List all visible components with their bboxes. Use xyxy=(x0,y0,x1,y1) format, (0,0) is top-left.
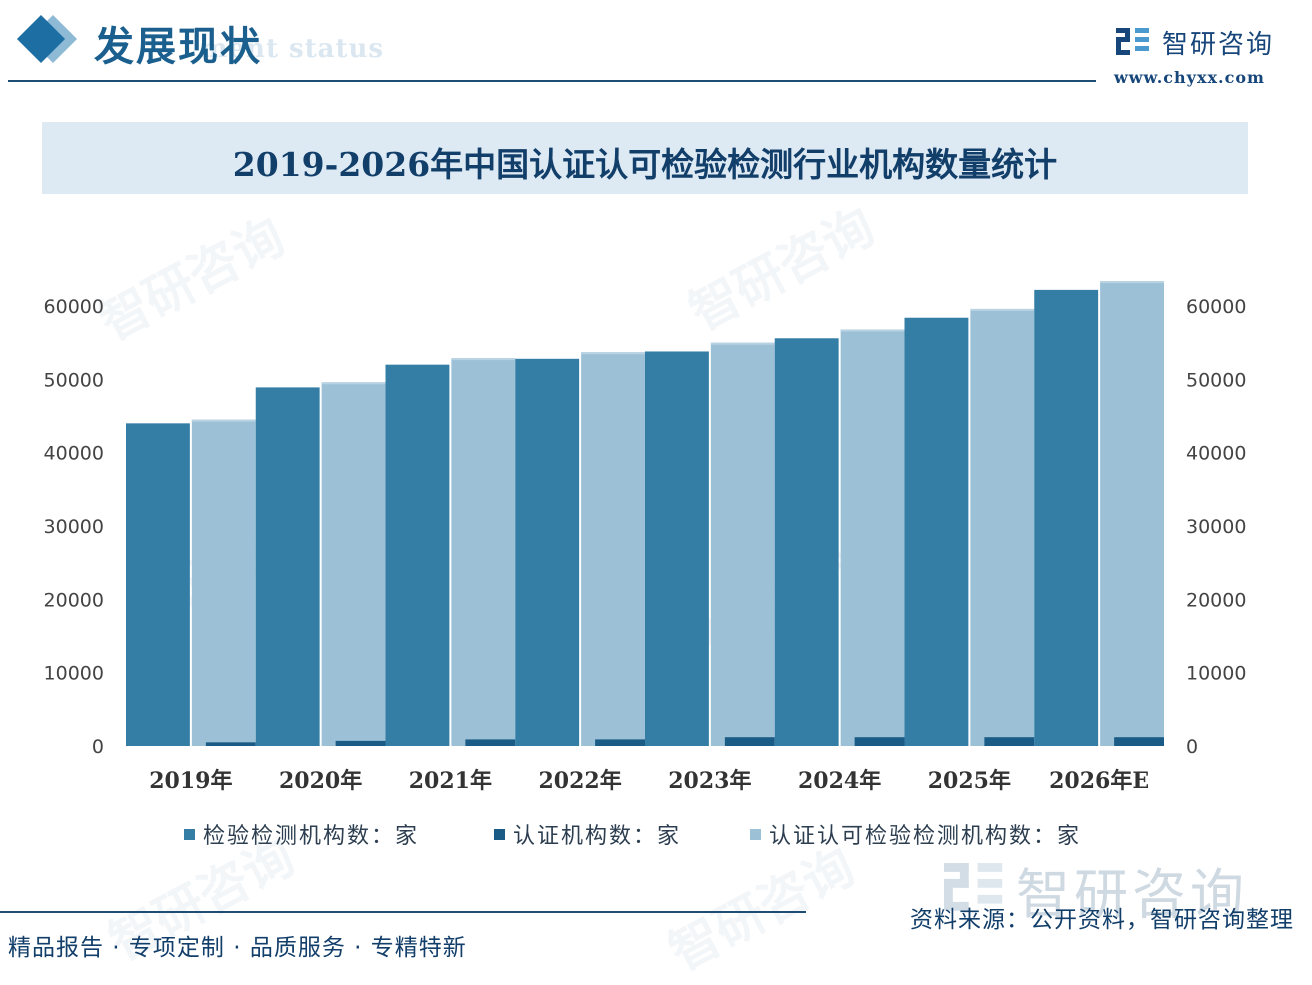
x-tick-label: 2026年E xyxy=(1049,768,1149,794)
x-tick-label: 2019年 xyxy=(149,768,232,794)
legend-item-testing: 检验检测机构数：家 xyxy=(184,818,419,850)
y-tick-label-left: 30000 xyxy=(44,516,104,538)
bar-testing-0 xyxy=(126,423,190,746)
legend-label-certification: 认证机构数：家 xyxy=(513,824,682,849)
watermark: 智研咨询 xyxy=(659,836,864,983)
legend-swatch-testing xyxy=(184,828,195,840)
chyxx-logo-icon xyxy=(1116,28,1149,55)
y-tick-label-left: 20000 xyxy=(44,589,104,611)
bar-total-2 xyxy=(451,358,516,746)
bar-total-top-0 xyxy=(191,419,256,422)
chart-title-band xyxy=(42,122,1248,194)
legend-swatch-certification xyxy=(494,828,505,840)
section-title: 发展现状 xyxy=(94,23,262,70)
y-tick-label-left: 40000 xyxy=(44,443,104,465)
bar-total-0 xyxy=(191,419,256,746)
x-tick-label: 2023年 xyxy=(668,768,751,794)
bar-total-top-3 xyxy=(581,352,645,355)
y-tick-label-right: 10000 xyxy=(1186,663,1246,685)
bar-total-top-2 xyxy=(451,358,516,361)
bar-total-top-7 xyxy=(1100,281,1164,284)
bar-total-1 xyxy=(321,382,386,746)
logo-name: 智研咨询 xyxy=(1162,30,1275,60)
bar-certification-5 xyxy=(854,737,905,746)
footer-source: 资料来源：公开资料，智研咨询整理 xyxy=(910,907,1294,933)
watermark-logo-text: 智研咨询 xyxy=(1016,863,1248,926)
bar-certification-6 xyxy=(984,737,1035,746)
bar-testing-3 xyxy=(515,358,580,746)
bar-testing-5 xyxy=(774,338,839,746)
bar-certification-2 xyxy=(465,739,516,746)
x-tick-label: 2025年 xyxy=(928,768,1011,794)
y-tick-label-right: 20000 xyxy=(1186,589,1246,611)
bar-total-top-4 xyxy=(710,342,775,345)
bar-total-3 xyxy=(581,352,645,746)
bar-testing-6 xyxy=(904,317,969,746)
bar-total-top-6 xyxy=(970,308,1035,311)
bar-total-5 xyxy=(840,329,905,746)
bar-total-top-5 xyxy=(840,329,905,332)
chart-title: 2019-2026年中国认证认可检验检测行业机构数量统计 xyxy=(232,145,1058,184)
footer-divider xyxy=(0,911,806,913)
bar-total-7 xyxy=(1100,281,1164,746)
legend-swatch-total xyxy=(750,828,761,840)
y-tick-label-right: 60000 xyxy=(1186,296,1246,318)
header-divider xyxy=(8,80,1096,82)
legend-item-total: 认证认可检验检测机构数：家 xyxy=(750,818,1081,850)
section-title-en: ment status xyxy=(200,34,385,64)
x-tick-label: 2021年 xyxy=(409,768,492,794)
x-tick-label: 2022年 xyxy=(539,768,622,794)
bar-total-top-1 xyxy=(321,382,386,385)
logo-url: www.chyxx.com xyxy=(1114,68,1265,87)
bar-testing-7 xyxy=(1034,289,1099,746)
bar-certification-3 xyxy=(595,739,645,746)
bar-chart: 60000 50000 40000 30000 20000 10000 0 60000 5000… xyxy=(44,281,1246,794)
x-tick-label: 2024年 xyxy=(798,768,881,794)
legend-label-testing: 检验检测机构数：家 xyxy=(203,824,420,849)
x-tick-label: 2020年 xyxy=(279,768,362,794)
y-tick-label-right: 30000 xyxy=(1186,516,1246,538)
y-tick-label-right: 0 xyxy=(1186,736,1198,758)
bar-total-6 xyxy=(970,308,1035,746)
y-tick-label-left: 0 xyxy=(92,736,104,758)
bar-certification-1 xyxy=(335,740,386,746)
watermark-logo-icon xyxy=(944,863,1003,911)
footer-slogan: 精品报告 · 专项定制 · 品质服务 · 专精特新 xyxy=(8,935,467,961)
legend: 检验检测机构数：家 认证机构数：家 认证认可检验检测机构数：家 xyxy=(0,818,1312,850)
bar-certification-4 xyxy=(724,737,775,746)
bar-testing-1 xyxy=(255,387,320,746)
y-tick-label-left: 10000 xyxy=(44,663,104,685)
bar-certification-7 xyxy=(1114,737,1164,746)
bar-testing-4 xyxy=(645,351,709,746)
y-tick-label-right: 40000 xyxy=(1186,443,1246,465)
bar-certification-0 xyxy=(205,742,256,746)
y-tick-label-left: 60000 xyxy=(44,296,104,318)
header: ment status 发展现状 智研咨询 www.chyxx.com xyxy=(0,0,1312,100)
y-tick-label-left: 50000 xyxy=(44,369,104,391)
legend-label-total: 认证认可检验检测机构数：家 xyxy=(769,824,1082,849)
legend-item-certification: 认证机构数：家 xyxy=(494,818,681,850)
bar-total-4 xyxy=(710,342,775,746)
y-tick-label-right: 50000 xyxy=(1186,369,1246,391)
bar-testing-2 xyxy=(385,364,450,746)
